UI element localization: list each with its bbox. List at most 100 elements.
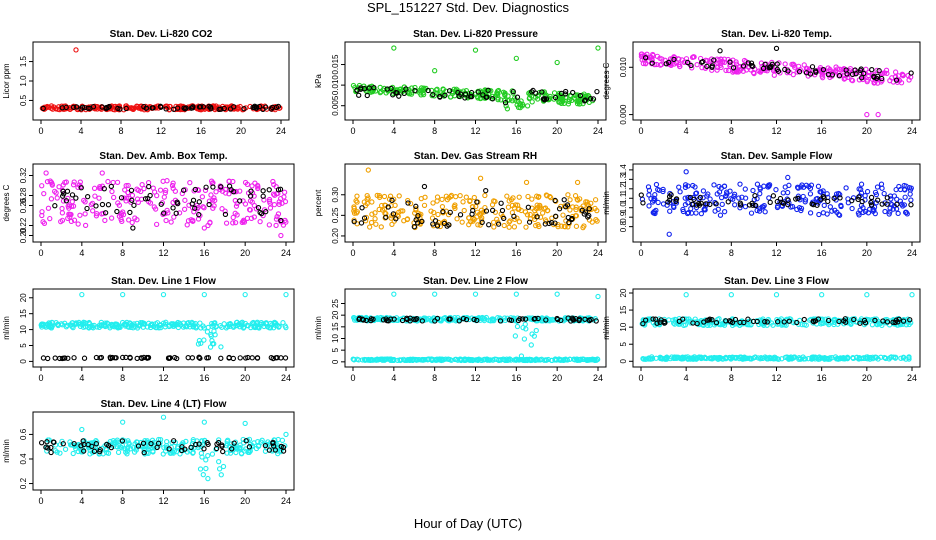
data-point (233, 203, 240, 209)
data-point (712, 208, 718, 214)
data-point (475, 89, 481, 95)
data-point (361, 215, 368, 221)
outlier-point (43, 170, 49, 176)
data-point (480, 92, 486, 98)
x-tick-label: 24 (907, 373, 917, 383)
data-point (232, 219, 239, 226)
data-point (713, 319, 720, 326)
data-point (161, 194, 167, 200)
data-point (582, 97, 589, 103)
data-point (816, 211, 822, 218)
data-point (87, 451, 93, 457)
y-tick-label: 0.5 (19, 94, 28, 106)
data-point (497, 318, 504, 324)
data-point (440, 86, 446, 92)
data-point (60, 441, 66, 447)
data-point (592, 356, 598, 363)
data-point (67, 439, 73, 445)
data-point (837, 66, 843, 72)
data-point (196, 337, 203, 344)
data-point (275, 448, 281, 454)
data-point (396, 193, 402, 199)
data-point (556, 357, 563, 363)
data-point (426, 315, 432, 321)
data-point (208, 192, 214, 198)
data-point (130, 445, 137, 451)
data-point (404, 216, 411, 222)
data-point (271, 181, 277, 188)
data-point (483, 208, 490, 214)
data-point (802, 68, 809, 75)
data-point (205, 475, 211, 482)
data-point (721, 183, 728, 189)
data-point (447, 209, 453, 216)
data-point (252, 324, 259, 331)
data-point (824, 191, 830, 197)
data-point (376, 192, 383, 199)
x-tick-label: 0 (38, 373, 43, 383)
data-point (676, 321, 682, 327)
data-point (239, 319, 245, 325)
data-point (529, 99, 535, 105)
data-point (432, 218, 439, 224)
data-point (745, 355, 751, 361)
data-point (255, 204, 262, 211)
data-point (849, 77, 856, 84)
data-point (141, 320, 147, 326)
data-point (154, 192, 160, 199)
x-tick-label: 8 (120, 248, 125, 258)
data-point (754, 181, 761, 187)
data-point (154, 444, 160, 450)
data-point (821, 195, 827, 201)
outlier-point (283, 291, 289, 298)
data-point (664, 202, 670, 208)
data-point (873, 191, 880, 198)
data-point (577, 196, 583, 202)
data-point (509, 98, 516, 104)
data-point (690, 182, 696, 189)
data-point (373, 221, 379, 227)
data-point (643, 318, 650, 324)
data-point (184, 222, 190, 228)
data-point (758, 355, 764, 361)
data-point (707, 196, 713, 202)
data-point (241, 448, 247, 454)
data-point (490, 357, 496, 363)
data-point (684, 59, 691, 66)
data-point (246, 444, 253, 450)
outlier-point (242, 291, 248, 298)
data-point (61, 191, 67, 197)
data-point (565, 192, 571, 198)
data-point (770, 193, 777, 199)
data-point (512, 216, 518, 223)
data-point (698, 210, 705, 217)
data-point (577, 357, 583, 363)
outlier-point (483, 187, 489, 194)
data-point (73, 104, 80, 110)
data-point (881, 190, 887, 197)
data-point (886, 211, 892, 217)
data-point (425, 87, 431, 94)
data-point (489, 93, 495, 99)
x-tick-label: 8 (118, 126, 123, 136)
data-point (531, 316, 537, 322)
outlier-point (728, 292, 734, 298)
data-point (756, 208, 763, 214)
data-point (59, 322, 66, 328)
data-point (258, 210, 265, 217)
data-point (590, 96, 597, 102)
data-point (187, 179, 193, 186)
x-tick-label: 4 (79, 248, 84, 258)
data-point (195, 187, 202, 194)
data-point (558, 100, 565, 107)
x-tick-label: 0 (38, 248, 43, 258)
data-point (196, 211, 202, 218)
data-point (731, 191, 738, 197)
data-point (454, 216, 460, 222)
x-tick-label: 24 (593, 373, 603, 383)
x-tick-label: 4 (391, 248, 396, 258)
data-point (419, 318, 425, 324)
x-tick-label: 12 (158, 373, 168, 383)
data-point (696, 202, 703, 208)
data-point (667, 190, 673, 197)
